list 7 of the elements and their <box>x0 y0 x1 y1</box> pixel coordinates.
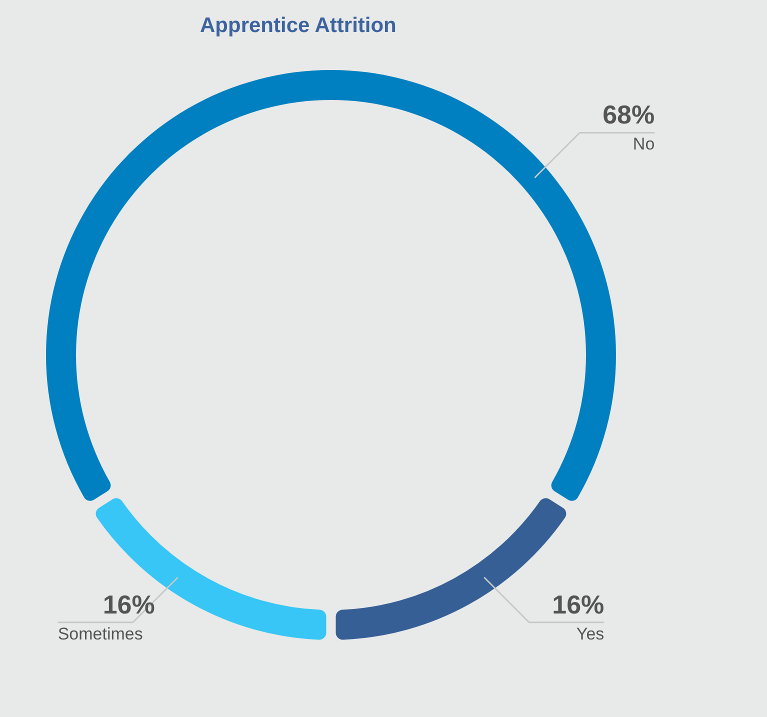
slice-label: Yes <box>576 624 604 644</box>
data-label: 68% <box>602 100 655 130</box>
data-label: 16% <box>552 589 604 620</box>
data-label: 16% <box>102 589 155 620</box>
slice-label: Sometimes <box>58 624 143 644</box>
slice-label: No <box>632 134 655 154</box>
chart-title: Apprentice Attrition <box>200 14 396 37</box>
